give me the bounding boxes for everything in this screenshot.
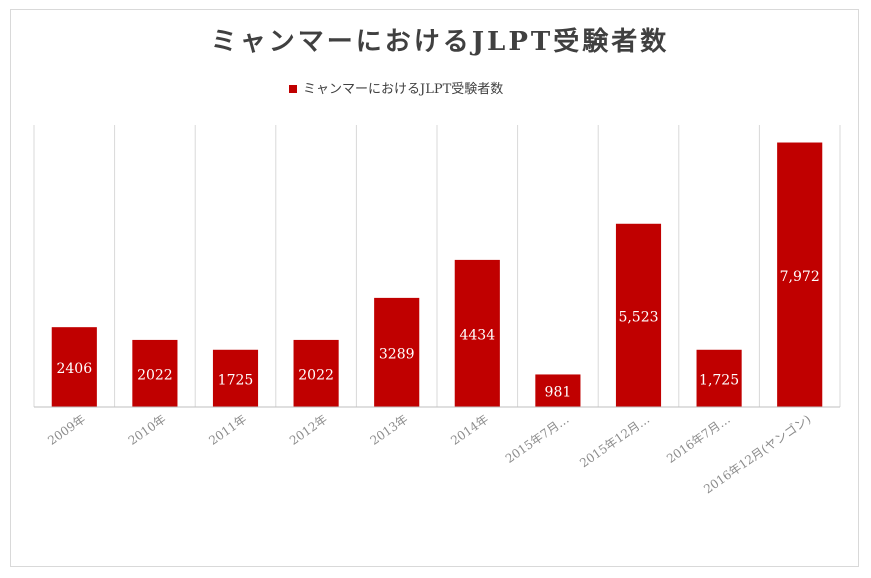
bars [51, 142, 823, 407]
bar [777, 142, 823, 407]
bar-data-label: 2022 [137, 367, 173, 383]
x-ticks: 2009年 2010年 2011年 2012年 2013年 2014年 2015年7月… 20… [45, 411, 813, 496]
bar-data-label: 981 [545, 385, 572, 401]
bar [696, 349, 742, 407]
bar [212, 349, 259, 407]
bar-labels: 2406 2022 1725 2022 3289 4434 981 5,523 1,725 7,9… [56, 269, 819, 401]
x-tick-label: 2010年 [126, 412, 169, 448]
bar-data-label: 2022 [298, 367, 334, 383]
bar-data-label: 2406 [56, 361, 92, 377]
bar [374, 297, 420, 407]
x-tick-label: 2016年7月… [664, 412, 733, 466]
bar-data-label: 5,523 [618, 309, 658, 325]
chart-title: ミャンマーにおけるJLPT受験者数 [211, 26, 669, 57]
chart-frame [10, 9, 859, 567]
x-tick-label: 2013年 [368, 412, 411, 448]
x-tick-label: 2015年7月… [503, 412, 572, 466]
bar-data-label: 1725 [218, 372, 254, 388]
x-tick-label: 2014年 [448, 412, 491, 448]
bar [535, 374, 581, 407]
bar [51, 327, 97, 407]
gridlines [33, 125, 841, 407]
legend-swatch [289, 85, 297, 93]
bar-data-label: 7,972 [780, 269, 820, 285]
legend: ミャンマーにおけるJLPT受験者数 [289, 82, 503, 97]
bar [132, 339, 178, 407]
legend-label: ミャンマーにおけるJLPT受験者数 [303, 82, 503, 97]
bar-data-label: 1,725 [699, 372, 739, 388]
x-tick-label: 2012年 [287, 412, 330, 448]
x-tick-label: 2009年 [45, 412, 88, 448]
bar [454, 259, 500, 407]
bar [293, 339, 339, 407]
x-tick-label: 2011年 [206, 412, 249, 448]
bar-data-label: 3289 [379, 346, 415, 362]
bar-data-label: 4434 [459, 327, 495, 343]
x-tick-label: 2015年12月… [577, 412, 652, 470]
bar [615, 223, 662, 407]
